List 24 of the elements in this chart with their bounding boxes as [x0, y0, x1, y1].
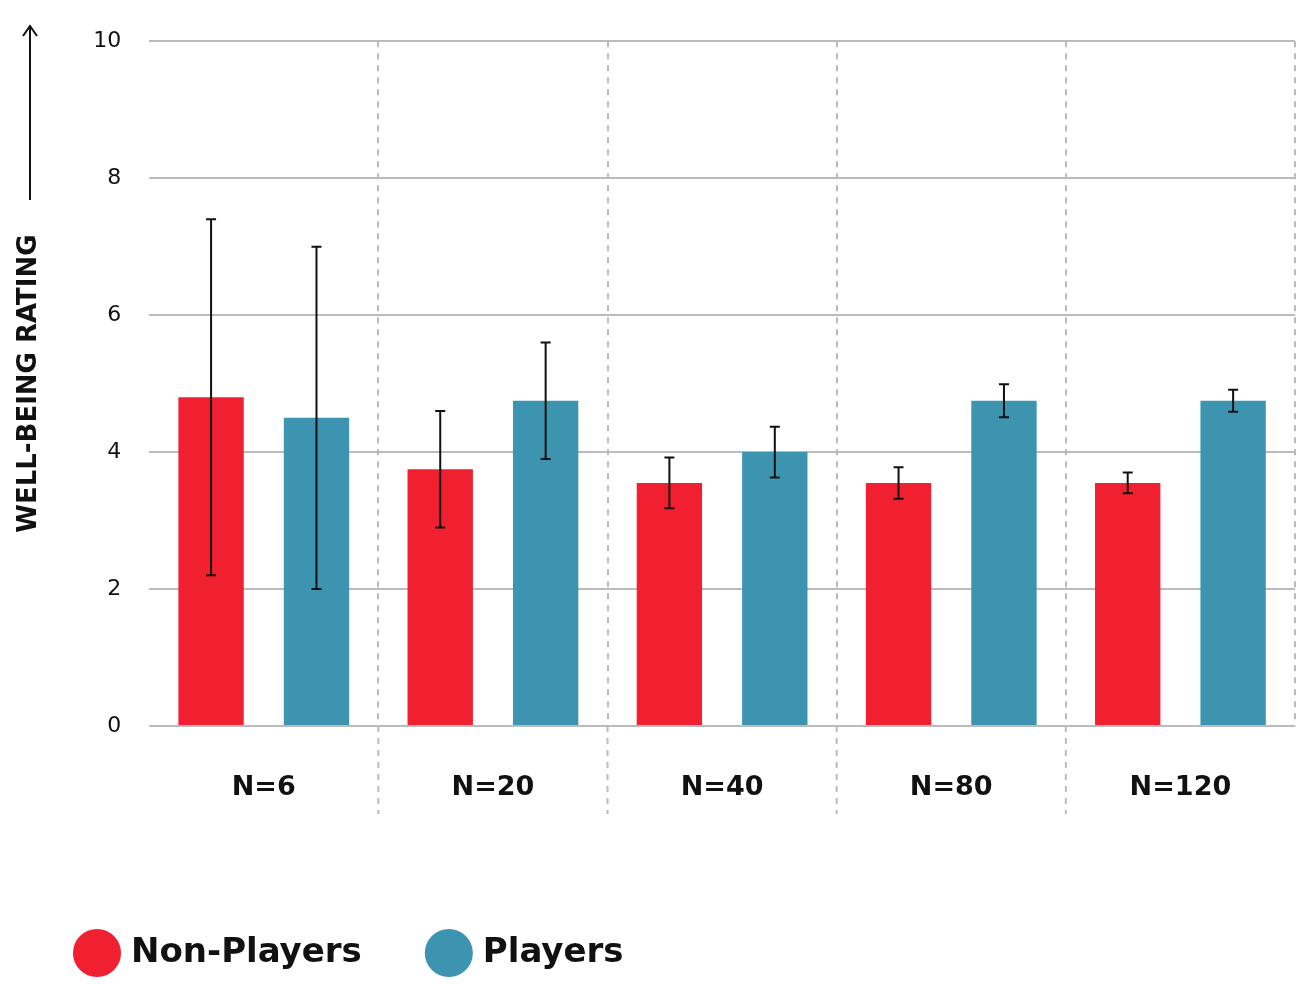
y-tick-label: 0: [107, 711, 122, 737]
y-axis-title: WELL-BEING RATING: [12, 234, 43, 533]
legend-label: Non-Players: [131, 929, 362, 970]
y-tick-label: 10: [93, 26, 122, 52]
bar: [283, 417, 350, 725]
y-tick-label: 2: [107, 574, 122, 600]
bar: [512, 400, 579, 725]
x-tick-label: N=120: [1129, 770, 1232, 802]
x-tick-label: N=20: [451, 770, 535, 802]
x-tick-label: N=6: [231, 770, 296, 802]
bar: [407, 469, 473, 725]
y-tick-label: 8: [107, 163, 122, 189]
y-tick-label: 4: [107, 437, 122, 463]
bar: [1095, 482, 1161, 725]
x-tick-label: N=80: [909, 770, 993, 802]
x-tick-label: N=40: [680, 770, 764, 802]
bar: [742, 452, 808, 725]
legend-label: Players: [482, 929, 624, 970]
bar: [636, 482, 703, 725]
bar: [971, 400, 1037, 725]
bar: [178, 397, 244, 725]
bar: [1200, 400, 1266, 725]
y-tick-label: 6: [107, 300, 122, 326]
bar: [865, 482, 932, 725]
